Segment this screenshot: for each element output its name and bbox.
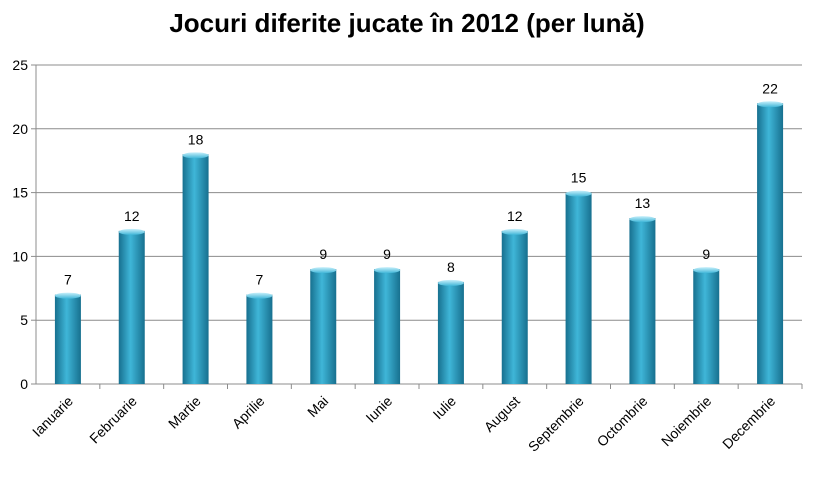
data-label: 18: [188, 131, 204, 147]
y-tick-label: 5: [20, 312, 28, 328]
x-tick-label: Iulie: [430, 393, 460, 423]
bar-cap: [693, 267, 720, 274]
bar: [565, 190, 592, 384]
bar-body: [54, 294, 81, 384]
data-labels: 7 12 18 7 9 9 8 12 15 13 9 22: [64, 80, 778, 287]
data-label: 15: [571, 170, 587, 186]
bar: [374, 267, 401, 384]
bar: [182, 152, 209, 384]
bar-body: [246, 294, 273, 384]
x-axis-ticks: Ianuarie Februarie Martie Aprilie Mai Iunie Iu…: [29, 393, 778, 455]
bar-body: [565, 192, 592, 384]
bar: [501, 228, 528, 384]
bars: [54, 101, 784, 384]
bar-cap: [629, 216, 656, 223]
bar-cap: [310, 267, 337, 274]
x-tick-label: Octombrie: [594, 393, 651, 450]
chart-title: Jocuri diferite jucate în 2012 (per lună…: [169, 8, 645, 38]
x-tick-label: Aprilie: [229, 393, 268, 432]
data-label: 8: [447, 259, 455, 275]
bar-body: [437, 281, 464, 384]
bar-cap: [246, 292, 273, 299]
y-tick-label: 0: [20, 376, 28, 392]
x-tick-label: Septembrie: [525, 393, 587, 455]
bar-body: [310, 269, 337, 384]
x-tick-label: August: [481, 393, 523, 435]
bar-cap: [374, 267, 401, 274]
data-label: 12: [124, 208, 140, 224]
bar-body: [757, 103, 784, 384]
y-tick-label: 15: [12, 185, 28, 201]
x-tick-label: Ianuarie: [29, 393, 76, 440]
bar-cap: [118, 228, 145, 235]
bar-body: [693, 269, 720, 384]
bar: [757, 101, 784, 384]
bar-body: [501, 230, 528, 384]
x-tick-label: Iunie: [362, 393, 395, 426]
x-tick-label: Noiembrie: [658, 393, 715, 450]
x-tick-label: Martie: [165, 393, 204, 432]
data-label: 7: [64, 272, 72, 288]
bar-body: [374, 269, 401, 384]
bar: [54, 292, 81, 384]
bar-cap: [501, 228, 528, 235]
y-axis-ticks: 0 5 10 15 20 25: [12, 57, 28, 392]
bar-cap: [54, 292, 81, 299]
bar: [246, 292, 273, 384]
x-tick-label: Mai: [304, 393, 331, 420]
bar: [629, 216, 656, 384]
bar-cap: [182, 152, 209, 159]
bar: [437, 279, 464, 384]
bar-body: [182, 154, 209, 384]
data-label: 22: [762, 80, 778, 96]
gridlines: [36, 64, 802, 321]
bar-cap: [565, 190, 592, 197]
data-label: 9: [702, 246, 710, 262]
data-label: 12: [507, 208, 523, 224]
bar-cap: [437, 279, 464, 286]
data-label: 13: [635, 195, 651, 211]
x-tick-label: Decembrie: [719, 393, 778, 452]
x-tick-label: Februarie: [86, 393, 140, 447]
axes: [31, 64, 803, 389]
bar: [693, 267, 720, 384]
y-tick-label: 25: [12, 57, 28, 73]
y-tick-label: 20: [12, 121, 28, 137]
bar-body: [629, 218, 656, 384]
data-label: 9: [319, 246, 327, 262]
data-label: 9: [383, 246, 391, 262]
y-tick-label: 10: [12, 248, 28, 264]
bar-cap: [757, 101, 784, 108]
bar: [118, 228, 145, 384]
bar-body: [118, 230, 145, 384]
data-label: 7: [256, 272, 264, 288]
bar: [310, 267, 337, 384]
